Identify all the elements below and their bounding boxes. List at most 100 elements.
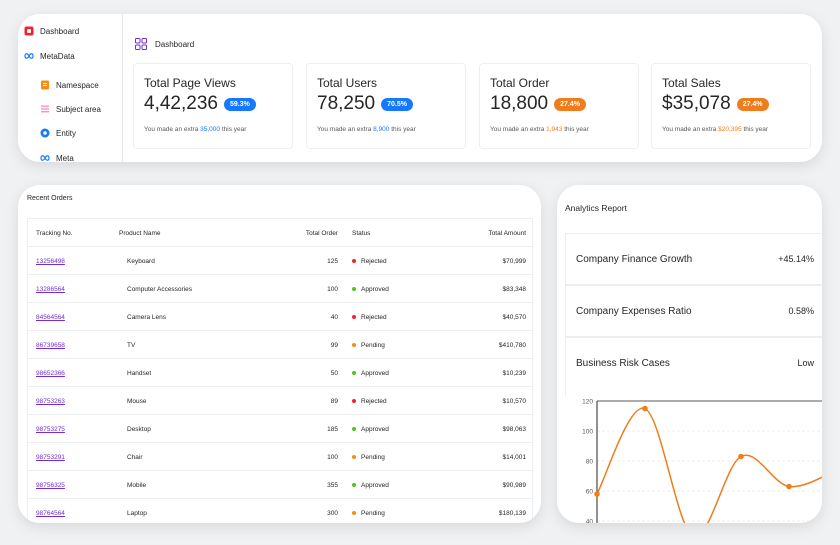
total-amount: $180,139 (498, 509, 526, 517)
status-label: Approved (361, 369, 389, 377)
table-row[interactable]: 13256498 Keyboard 125 Rejected $70,999 (28, 247, 534, 275)
total-order: 99 (330, 341, 338, 349)
column-header[interactable]: Total Amount (488, 229, 526, 237)
analytics-label: Company Expenses Ratio (576, 305, 692, 317)
table-row[interactable]: 98753263 Mouse 89 Rejected $10,570 (28, 387, 534, 415)
namespace-icon (40, 80, 50, 90)
table-row[interactable]: 13286564 Computer Accessories 100 Approved $… (28, 275, 534, 303)
tracking-link[interactable]: 98753275 (36, 425, 65, 433)
product-name: Chair (127, 453, 143, 461)
product-name: Keyboard (127, 257, 155, 265)
analytics-row[interactable]: Company Expenses Ratio 0.58% (565, 285, 822, 337)
table-row[interactable]: 86739658 TV 99 Pending $410,780 (28, 331, 534, 359)
data-point (738, 453, 744, 460)
product-name: TV (127, 341, 136, 349)
analytics-value: +45.14% (778, 254, 814, 264)
dashboard-summary-card: Dashboard MetaData Namespace Subject are… (18, 14, 822, 162)
status-label: Rejected (361, 313, 387, 321)
status-dot (352, 315, 356, 319)
table-row[interactable]: 84564564 Camera Lens 40 Rejected $40,570 (28, 303, 534, 331)
orders-title: Recent Orders (27, 195, 73, 202)
sidebar-item-entity[interactable]: Entity (40, 128, 76, 138)
table-row[interactable]: 98756325 Mobile 355 Approved $90,989 (28, 471, 534, 499)
total-amount: $40,570 (502, 313, 527, 321)
sidebar-item-metadata[interactable]: MetaData (24, 51, 75, 61)
stat-title: Total Sales (662, 76, 721, 90)
total-order: 125 (327, 257, 338, 265)
total-amount: $10,570 (502, 397, 527, 405)
dashboard-icon (24, 26, 34, 36)
meta-icon (24, 51, 34, 61)
total-order: 100 (327, 453, 338, 461)
column-header[interactable]: Product Name (119, 229, 161, 237)
data-point (642, 405, 648, 412)
status-label: Rejected (361, 257, 387, 265)
sidebar-item-dashboard[interactable]: Dashboard (24, 26, 79, 36)
data-point (594, 491, 600, 497)
total-order: 355 (327, 481, 338, 489)
entity-icon (40, 128, 50, 138)
stat-value: 78,250 (317, 93, 376, 114)
product-name: Laptop (127, 509, 147, 517)
stat-card-orders: Total Order 18,800 27.4% You made an ext… (479, 63, 639, 149)
status-label: Rejected (361, 397, 387, 405)
total-amount: $410,780 (498, 341, 526, 349)
total-order: 89 (330, 397, 338, 405)
analytics-report-card: Analytics Report Company Finance Growth … (557, 185, 822, 523)
tracking-link[interactable]: 98753263 (36, 397, 65, 405)
status-label: Approved (361, 481, 389, 489)
column-header[interactable]: Status (352, 229, 371, 237)
table-row[interactable]: 98652366 Handset 50 Approved $10,239 (28, 359, 534, 387)
page-header: Dashboard (135, 38, 194, 50)
sidebar-item-namespace[interactable]: Namespace (40, 80, 99, 90)
product-name: Mouse (127, 397, 147, 405)
sidebar-item-subject-area[interactable]: Subject area (40, 104, 101, 114)
stat-value: 4,42,236 (144, 93, 218, 114)
analytics-label: Business Risk Cases (576, 358, 670, 369)
product-name: Computer Accessories (127, 285, 193, 293)
tracking-link[interactable]: 84564564 (36, 313, 65, 321)
tracking-link[interactable]: 98652366 (36, 369, 65, 377)
stat-value: 18,800 (490, 93, 549, 114)
status-label: Approved (361, 425, 389, 433)
series-line (596, 407, 822, 523)
analytics-row[interactable]: Business Risk Cases Low (565, 337, 822, 397)
status-dot (352, 483, 356, 487)
status-badge: Pending (352, 331, 385, 359)
percent-badge: 70.5% (381, 97, 413, 111)
analytics-row[interactable]: Company Finance Growth +45.14% (565, 233, 822, 285)
tracking-link[interactable]: 98764564 (36, 509, 65, 517)
status-badge: Rejected (352, 303, 387, 331)
status-dot (352, 259, 356, 263)
tracking-link[interactable]: 98753291 (36, 453, 65, 461)
sidebar-item-label: Entity (56, 128, 77, 138)
tracking-link[interactable]: 86739658 (36, 341, 65, 349)
tracking-link[interactable]: 13286564 (36, 285, 65, 293)
stat-title: Total Order (490, 76, 550, 90)
total-amount: $83,348 (502, 285, 527, 293)
table-row[interactable]: 98753291 Chair 100 Pending $14,001 (28, 443, 534, 471)
status-label: Approved (361, 285, 389, 293)
sidebar-item-label: Dashboard (40, 26, 80, 36)
recent-orders-card: Recent Orders Tracking No. Product Name … (18, 185, 541, 523)
tracking-link[interactable]: 98756325 (36, 481, 65, 489)
total-amount: $90,989 (502, 481, 527, 489)
product-name: Desktop (127, 425, 151, 433)
subject-area-icon (40, 104, 50, 114)
status-dot (352, 371, 356, 375)
stat-title: Total Users (317, 76, 378, 90)
sidebar-item-label: Namespace (56, 80, 99, 90)
tracking-link[interactable]: 13256498 (36, 257, 65, 265)
sidebar-item-meta[interactable]: Meta (40, 153, 74, 162)
total-order: 40 (330, 313, 338, 321)
table-row[interactable]: 98753275 Desktop 185 Approved $98,063 (28, 415, 534, 443)
product-name: Mobile (127, 481, 147, 489)
column-header[interactable]: Total Order (305, 229, 338, 237)
product-name: Handset (127, 369, 152, 377)
orders-table: Tracking No. Product Name Total Order St… (27, 218, 534, 523)
analytics-value: Low (797, 358, 814, 368)
table-row[interactable]: 98764564 Laptop 300 Pending $180,139 (28, 499, 534, 523)
stat-note: You made an extra 35,000 this year (144, 126, 247, 133)
column-header[interactable]: Tracking No. (36, 229, 73, 237)
table-header: Tracking No. Product Name Total Order St… (28, 219, 534, 247)
